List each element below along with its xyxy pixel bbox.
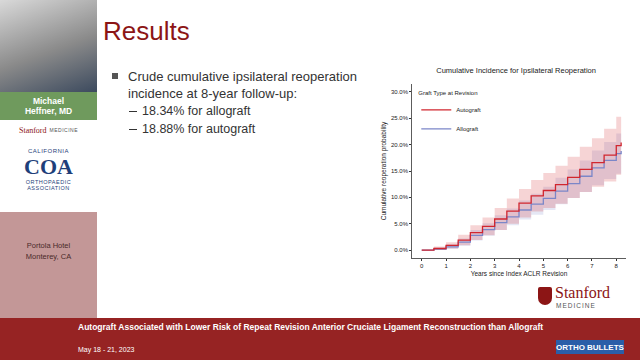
svg-text:Cumulative Incidence for Ipsil: Cumulative Incidence for Ipsilateral Reo… bbox=[436, 66, 596, 75]
svg-text:4: 4 bbox=[517, 263, 521, 269]
svg-text:1: 1 bbox=[444, 263, 448, 269]
html-text:ORTHOPAEDIC: ORTHOPAEDIC bbox=[25, 178, 72, 185]
html-text:18.34% for allograft: 18.34% for allograft bbox=[142, 104, 251, 118]
svg-text:Years since Index ACLR Revisio: Years since Index ACLR Revision bbox=[471, 270, 568, 277]
html-text:Autograft Associated with Lowe: Autograft Associated with Lower Risk of … bbox=[78, 322, 544, 332]
svg-text:0.0%: 0.0% bbox=[394, 247, 408, 253]
html-text:ASSOCIATION: ASSOCIATION bbox=[27, 184, 70, 191]
html-text:Monterey, CA: Monterey, CA bbox=[25, 252, 72, 261]
svg-text:15.0%: 15.0% bbox=[391, 168, 409, 174]
svg-text:6: 6 bbox=[566, 263, 570, 269]
html-text:ORTHO BULLETS: ORTHO BULLETS bbox=[556, 342, 624, 352]
html-text:MEDICINE: MEDICINE bbox=[556, 302, 596, 309]
html-text:Stanford: Stanford bbox=[555, 284, 611, 301]
svg-text:20.0%: 20.0% bbox=[391, 142, 409, 148]
svg-text:2: 2 bbox=[469, 263, 473, 269]
svg-text:5: 5 bbox=[542, 263, 546, 269]
svg-text:25.0%: 25.0% bbox=[391, 115, 409, 121]
html-text:Results: Results bbox=[103, 16, 190, 46]
svg-text:7: 7 bbox=[590, 263, 594, 269]
html-text:CALIFORNIA: CALIFORNIA bbox=[28, 148, 69, 154]
svg-text:Graft Type at Revision: Graft Type at Revision bbox=[418, 90, 477, 96]
svg-text:10.0%: 10.0% bbox=[391, 194, 409, 200]
html-text:Crude cumulative ipsilateral r: Crude cumulative ipsilateral reoperation… bbox=[128, 69, 358, 101]
html-text:Portola Hotel: Portola Hotel bbox=[26, 241, 71, 250]
svg-text:Allograft: Allograft bbox=[456, 126, 478, 132]
svg-text:3: 3 bbox=[493, 263, 497, 269]
html-text:Michael: Michael bbox=[32, 96, 65, 106]
svg-text:8: 8 bbox=[615, 263, 619, 269]
svg-text:5.0%: 5.0% bbox=[394, 221, 408, 227]
html-text:Stanford MEDICINE: Stanford MEDICINE bbox=[19, 125, 78, 135]
html-text:Heffner, MD: Heffner, MD bbox=[24, 106, 73, 116]
svg-text:Cumulative reoperation probabi: Cumulative reoperation probability bbox=[380, 121, 388, 220]
html-text:18.88% for autograft: 18.88% for autograft bbox=[142, 122, 256, 136]
html-text:May 18 - 21, 2023: May 18 - 21, 2023 bbox=[78, 346, 135, 353]
svg-text:30.0%: 30.0% bbox=[391, 89, 409, 95]
svg-text:0: 0 bbox=[420, 263, 424, 269]
svg-text:Autograft: Autograft bbox=[456, 107, 481, 113]
html-text:COA: COA bbox=[24, 153, 73, 179]
